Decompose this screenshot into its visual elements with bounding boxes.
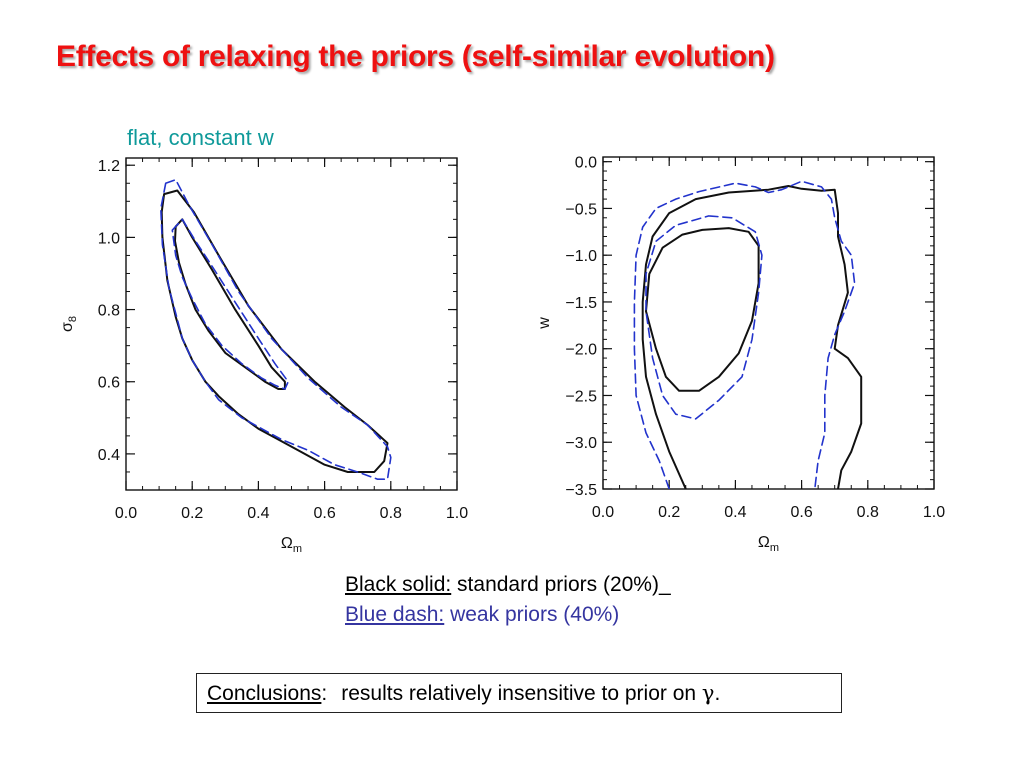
legend-blue-label: Blue dash:	[345, 603, 445, 626]
sigma8-x-tick-label: 0.4	[247, 505, 269, 522]
w-x-axis-label: Ωm	[758, 534, 779, 554]
w-y-tick-label: −3.0	[565, 435, 597, 452]
sigma8-y-tick-label: 0.6	[98, 375, 120, 392]
w-x-tick-label: 0.0	[592, 504, 614, 521]
w-x-tick-label: 1.0	[923, 504, 945, 521]
conclusions-box: Conclusions: results relatively insensiti…	[196, 673, 842, 713]
w-x-tick-label: 0.8	[857, 504, 879, 521]
sigma8-y-tick-label: 1.0	[98, 230, 120, 247]
w-y-tick-label: −2.5	[565, 388, 597, 405]
w-y-tick-label: −2.0	[565, 342, 597, 359]
sigma8-x-tick-label: 0.2	[181, 505, 203, 522]
sigma8-contours	[160, 178, 392, 480]
w-plot-frame	[602, 156, 935, 490]
conclusions-text: results relatively insensitive to prior …	[341, 682, 702, 705]
sigma8-y-tick-label: 0.8	[98, 303, 120, 320]
sigma8-y-tick-label: 0.4	[98, 447, 120, 464]
w-x-tick-label: 0.6	[790, 504, 812, 521]
sigma8-x-tick-label: 0.0	[115, 505, 137, 522]
sigma8-y-tick-label: 1.2	[98, 158, 120, 175]
gamma-symbol: γ	[701, 681, 715, 705]
w-y-tick-label: −1.5	[565, 295, 597, 312]
legend-black-label: Black solid:	[345, 573, 452, 596]
sigma8-x-axis-label: Ωm	[281, 535, 302, 555]
w-y-tick-label: −0.5	[565, 201, 597, 218]
legend: Black solid: standard priors (20%)_ Blue…	[345, 570, 671, 630]
legend-blue-text: weak priors (40%)	[444, 603, 620, 626]
w-y-tick-label: −1.0	[565, 248, 597, 265]
legend-black-row: Black solid: standard priors (20%)_	[345, 570, 671, 600]
w-y-tick-label: 0.0	[575, 155, 597, 172]
sigma8-dashed-contour-3	[171, 218, 289, 390]
slide-title: Effects of relaxing the priors (self-sim…	[56, 40, 775, 73]
sigma8-x-tick-label: 1.0	[446, 505, 468, 522]
w-solid-contour-0	[641, 185, 863, 489]
w-y-tick-label: −3.5	[565, 482, 597, 499]
w-x-tick-label: 0.4	[724, 504, 746, 521]
w-x-tick-label: 0.2	[658, 504, 680, 521]
w-solid-contour-1	[645, 227, 760, 392]
w-y-axis-label: w	[536, 317, 553, 330]
conclusions-period: .	[714, 682, 721, 705]
conclusions-colon: :	[321, 682, 328, 705]
legend-black-text: standard priors (20%)_	[451, 573, 671, 596]
w-dashed-contour-3	[645, 215, 763, 420]
sigma8-x-tick-label: 0.8	[380, 505, 402, 522]
chart-subtitle: flat, constant w	[127, 125, 274, 150]
sigma8-x-tick-label: 0.6	[313, 505, 335, 522]
legend-blue-row: Blue dash: weak priors (40%)	[345, 600, 671, 630]
sigma8-dashed-contour-2	[160, 178, 392, 480]
conclusions-label: Conclusions	[207, 682, 322, 705]
w-dashed-contour-2	[633, 180, 856, 489]
sigma8-y-axis-label: σ8	[59, 316, 79, 332]
w-contours	[633, 180, 863, 489]
